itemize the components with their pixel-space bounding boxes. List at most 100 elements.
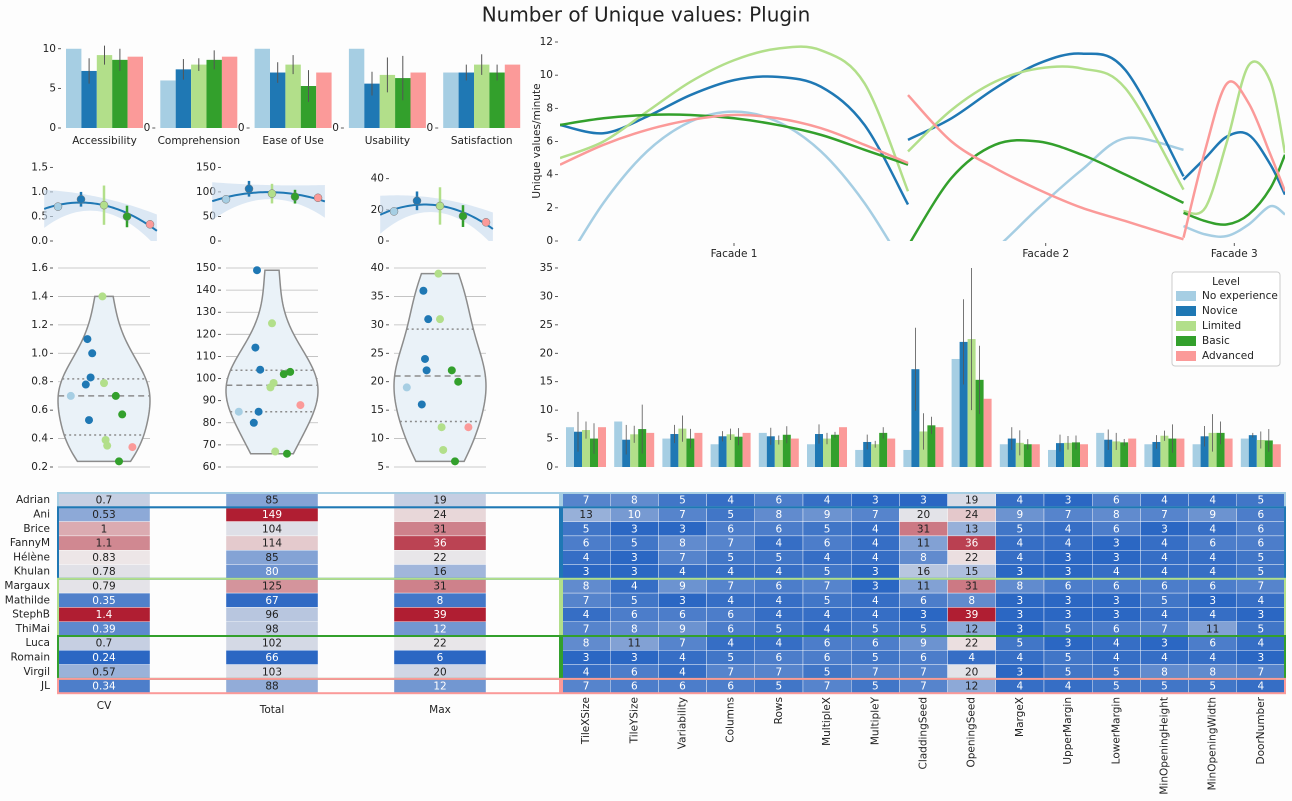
y-tick-label: 25 — [540, 319, 553, 331]
line-series — [560, 45, 1285, 216]
y-tick-label: 0 — [332, 122, 339, 134]
cell-value: 5 — [1065, 652, 1072, 664]
bar — [790, 438, 799, 467]
legend-swatch — [1176, 336, 1196, 346]
bar — [1120, 442, 1129, 467]
cell-value: 4 — [1161, 566, 1168, 578]
cell-value: 11 — [917, 538, 930, 550]
cell-value: 4 — [1161, 552, 1168, 564]
cell-value: 4 — [872, 538, 879, 550]
strip-point — [254, 407, 263, 416]
y-tick-label: 0 — [49, 122, 56, 134]
strip-point — [88, 349, 97, 358]
column-label: MultipleX — [821, 697, 833, 746]
cell-value: 114 — [262, 538, 282, 550]
cell-value: 7 — [1258, 580, 1265, 592]
cell-value: 7 — [776, 666, 783, 678]
bar — [630, 434, 639, 467]
strip-point — [100, 379, 108, 388]
bar — [395, 78, 411, 128]
y-tick-label: 150 — [196, 262, 216, 274]
cell-value: 6 — [1258, 509, 1265, 521]
bar — [127, 56, 143, 128]
y-tick-label: 5 — [546, 433, 553, 445]
legend-label: Basic — [1202, 335, 1230, 347]
y-tick-label: 12 — [540, 36, 553, 48]
cell-value: 6 — [727, 609, 734, 621]
strip-point — [234, 407, 243, 416]
y-tick-label: 15 — [371, 404, 384, 416]
cell-value: 4 — [1209, 566, 1216, 578]
row-label: Mathilde — [5, 594, 50, 606]
row-label: Romain — [11, 651, 50, 663]
bar — [285, 64, 301, 128]
point — [435, 201, 445, 211]
cell-value: 4 — [727, 566, 734, 578]
cell-value: 3 — [872, 495, 879, 507]
bar — [1096, 432, 1105, 467]
cell-value: 6 — [1209, 638, 1216, 650]
strip-point — [251, 343, 260, 352]
point — [221, 195, 231, 204]
cell-value: 6 — [631, 666, 638, 678]
cell-value: 31 — [433, 523, 446, 535]
bar — [999, 444, 1008, 467]
strip-point — [424, 315, 433, 324]
strip-point — [422, 366, 431, 375]
cell-value: 4 — [679, 566, 686, 578]
bar — [614, 421, 623, 467]
column-label: TileXSize — [580, 697, 592, 745]
bar — [410, 72, 426, 128]
column-label: OpeningSeed — [966, 697, 978, 768]
cell-value: 3 — [679, 595, 686, 607]
bar — [1080, 444, 1088, 467]
cell-value: 4 — [1258, 638, 1265, 650]
bar — [1192, 444, 1201, 467]
strip-point — [115, 457, 123, 466]
column-label: DoorNumber — [1255, 696, 1267, 764]
cell-value: 5 — [824, 523, 831, 535]
y-tick-label: 10 — [540, 404, 553, 416]
column-label: LowerMargin — [1110, 697, 1122, 764]
cell-value: 0.57 — [92, 666, 115, 678]
cell-value: 66 — [265, 652, 279, 664]
x-tick-label: Facade 3 — [1211, 248, 1258, 260]
cell-value: 6 — [679, 681, 686, 693]
cell-value: 88 — [265, 681, 278, 693]
cell-value: 6 — [1113, 623, 1120, 635]
bar — [694, 432, 703, 467]
cell-value: 6 — [1113, 523, 1120, 535]
cell-value: 36 — [433, 538, 447, 550]
x-axis-label: Satisfaction — [451, 135, 513, 147]
cell-value: 9 — [1209, 509, 1216, 521]
strip-point — [66, 391, 75, 400]
y-tick-label: 1.0 — [31, 347, 48, 359]
column-label: MinOpeningWidth — [1207, 697, 1219, 790]
cell-value: 4 — [776, 638, 783, 650]
bar — [911, 369, 920, 467]
bar — [1272, 444, 1281, 467]
cell-value: 8 — [1113, 509, 1120, 521]
strip-point — [437, 423, 446, 432]
strip-point — [464, 423, 473, 432]
cell-value: 4 — [631, 580, 638, 592]
y-tick-label: 0 — [144, 122, 151, 134]
cell-value: 0.24 — [92, 652, 116, 664]
bar — [474, 64, 490, 128]
cell-value: 22 — [433, 638, 446, 650]
bar — [863, 441, 872, 467]
bar — [646, 432, 655, 467]
cell-value: 4 — [1209, 609, 1216, 621]
row-label: Virgil — [23, 666, 50, 678]
cell-value: 24 — [433, 509, 447, 521]
strip-point — [83, 335, 92, 344]
cell-value: 3 — [872, 580, 879, 592]
bar — [983, 398, 992, 467]
cell-value: 4 — [583, 609, 590, 621]
cell-value: 15 — [965, 566, 978, 578]
strip-point — [451, 457, 459, 466]
cell-value: 3 — [1161, 523, 1168, 535]
y-tick-label: 0.4 — [31, 433, 48, 445]
cell-value: 4 — [872, 595, 879, 607]
cell-value: 4 — [1017, 552, 1024, 564]
